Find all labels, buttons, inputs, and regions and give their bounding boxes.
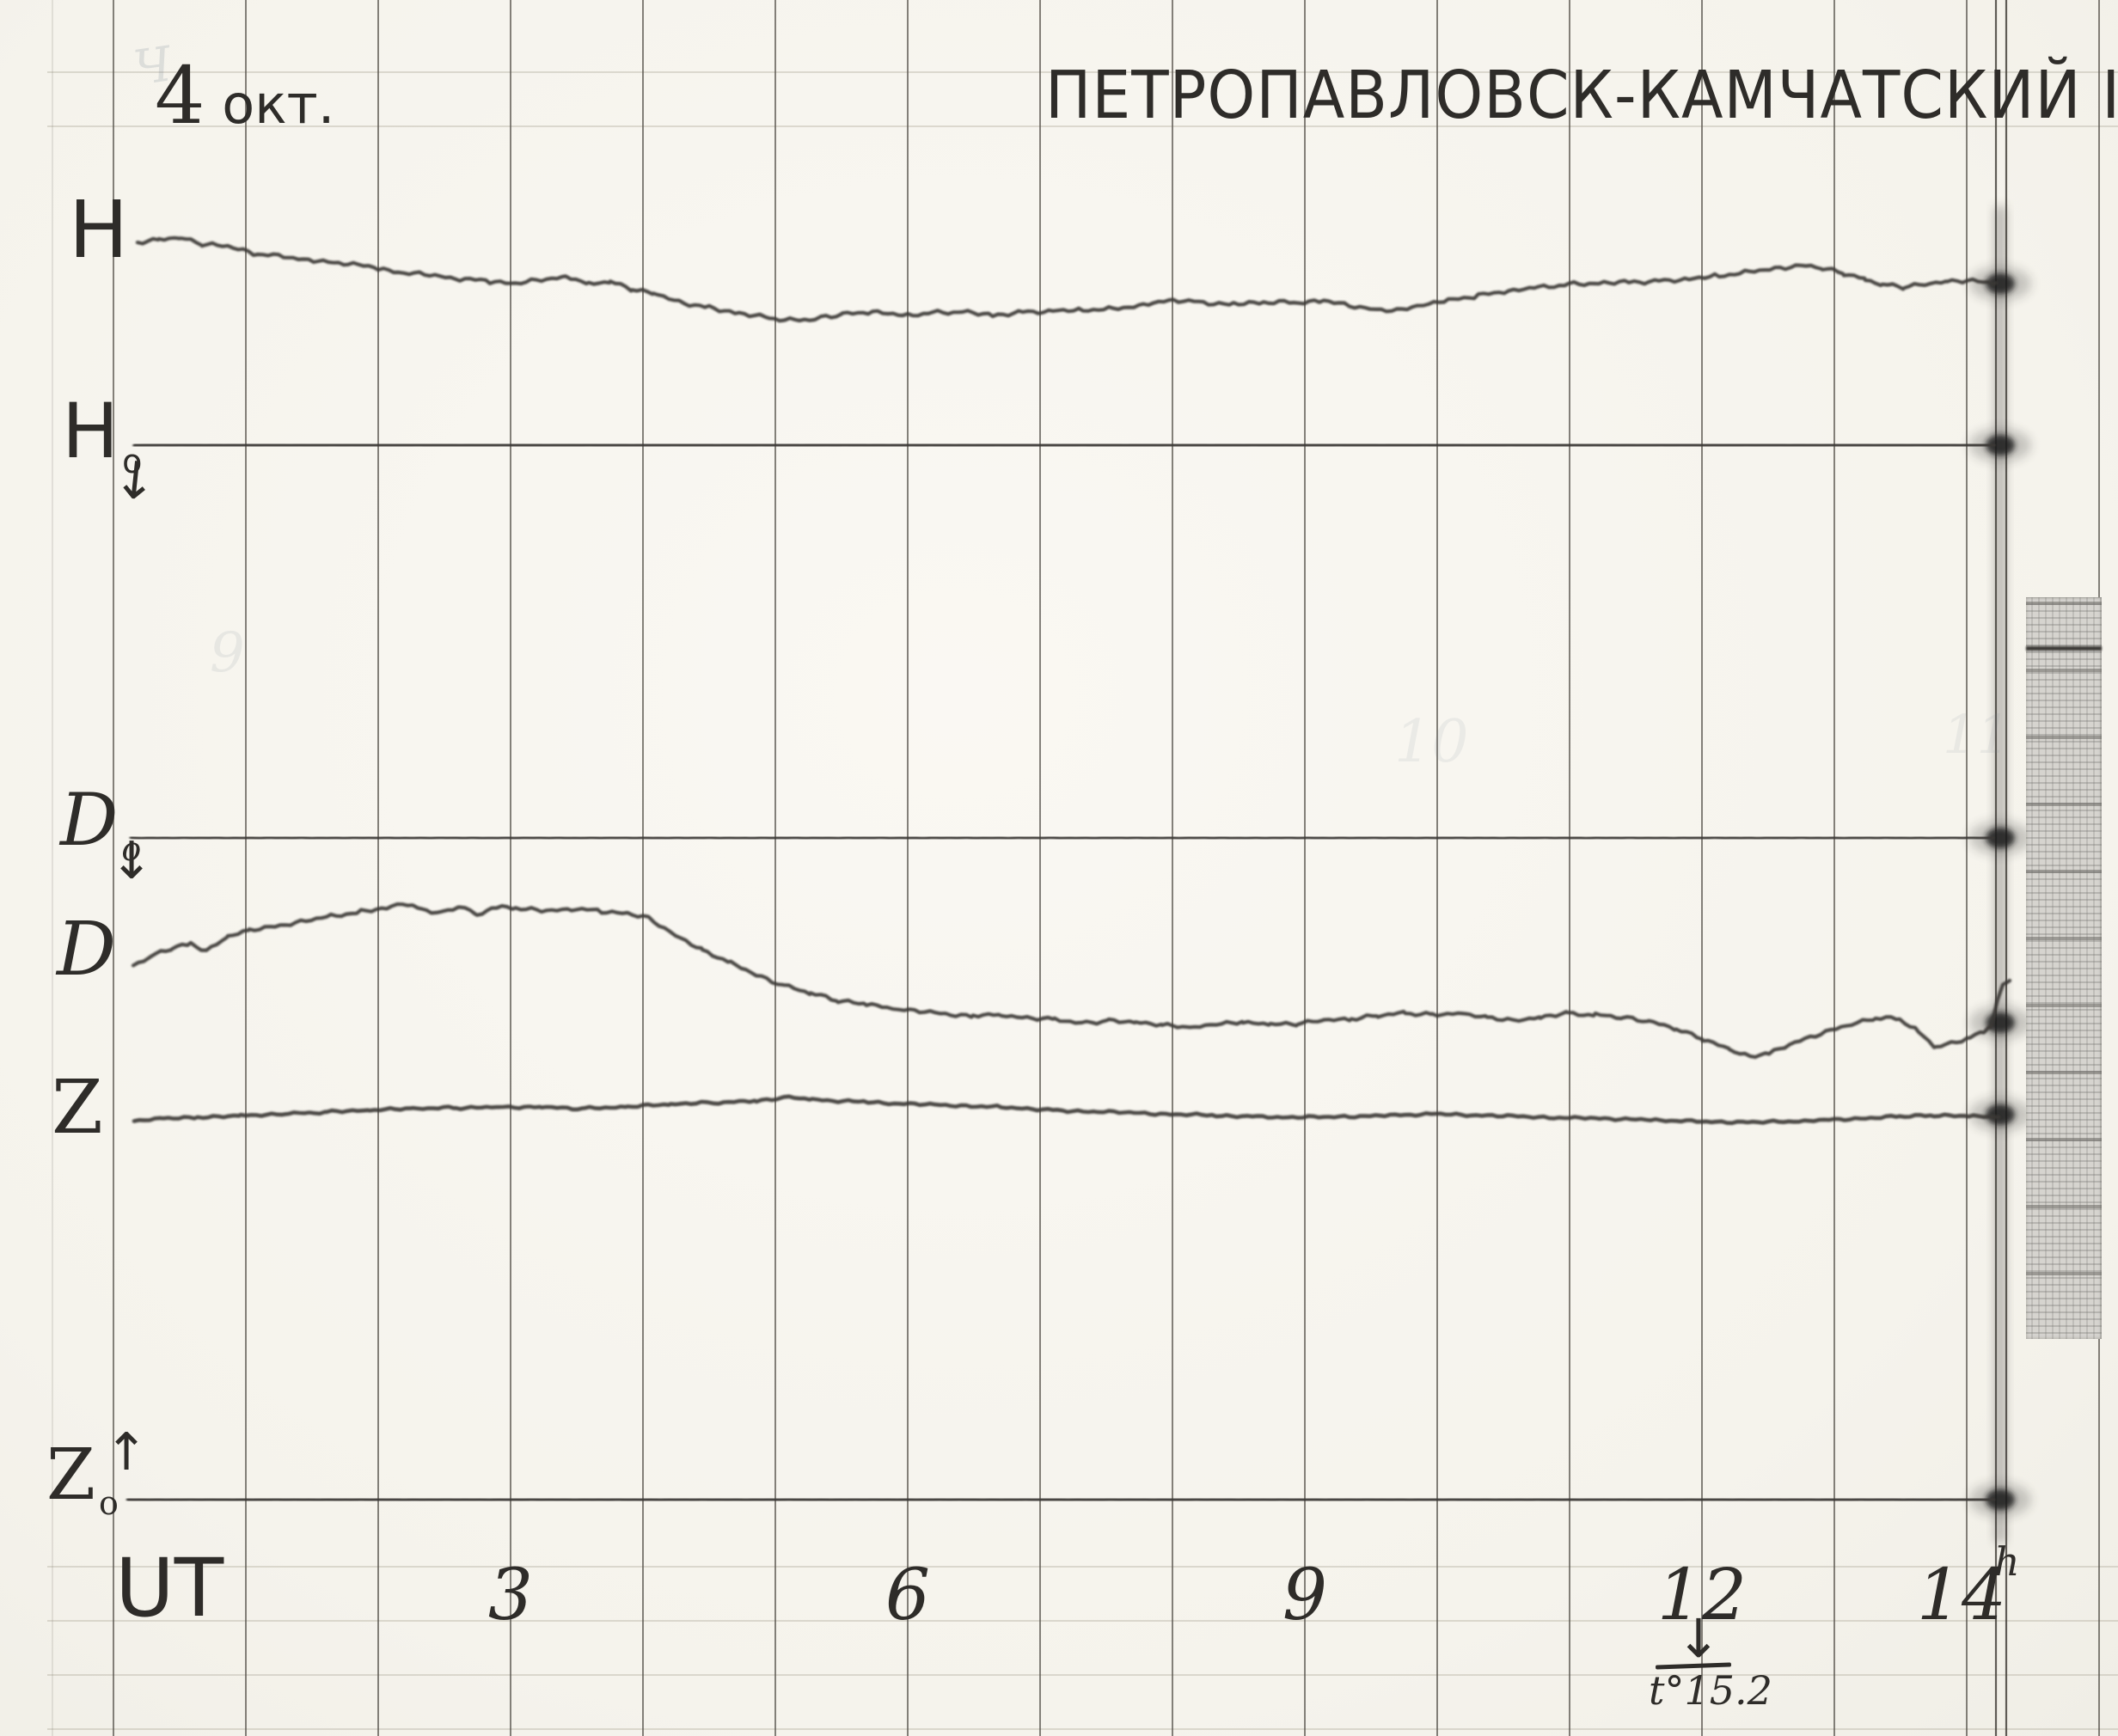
- record-end-mark: [1969, 206, 2031, 1544]
- date-day: 4: [155, 50, 205, 142]
- hour-tick-12: 12: [1656, 1555, 1748, 1636]
- trace-H0-baseline: [132, 441, 1996, 449]
- trace-D: [131, 902, 2012, 1060]
- end-blob: [1986, 435, 2015, 455]
- trace-D0-baseline: [129, 834, 1995, 841]
- trace-label-H: H: [69, 184, 129, 276]
- date-label: 4 окт.: [155, 57, 334, 136]
- ghost-mark: 11: [1943, 703, 2011, 766]
- end-blob: [1986, 273, 2015, 294]
- hour-tick-9: 9: [1282, 1555, 1328, 1636]
- baseline-shift-down-arrow-icon: ↓: [110, 831, 154, 891]
- horizontal-ruled-lines: [47, 71, 2118, 1730]
- end-blob: [1986, 828, 2015, 848]
- magnetic-traces: [125, 235, 2012, 1504]
- subscript-o: o: [122, 443, 143, 480]
- ghost-mark: 9: [210, 621, 245, 685]
- trace-label-Z: Z: [52, 1065, 103, 1151]
- time-axis-label: UT: [115, 1542, 224, 1635]
- station-title: ПЕТРОПАВЛОВСК-КАМЧАТСКИЙ I: [1045, 56, 2118, 134]
- subscript-o: o: [98, 1484, 119, 1522]
- ghost-mark: 10: [1394, 708, 1469, 776]
- graph-paper-tape-strip: [2026, 597, 2102, 1339]
- baseline-shift-up-arrow-icon: ↑: [105, 1422, 149, 1482]
- trace-label-D: D: [57, 907, 116, 993]
- hour-tick-14: 14: [1916, 1555, 2007, 1636]
- hour-tick-3: 3: [487, 1555, 534, 1636]
- hour-superscript: h: [1994, 1538, 2020, 1585]
- trace-Z: [132, 1094, 2001, 1126]
- trace-H: [135, 235, 1999, 323]
- date-month: окт.: [205, 73, 335, 136]
- end-blob: [1986, 1012, 2015, 1033]
- end-blob: [1986, 1489, 2015, 1510]
- temperature-pointer-arrow-icon: ↓: [1676, 1607, 1721, 1670]
- hour-tick-6: 6: [885, 1555, 931, 1636]
- baseline-shift-down-arrow-icon: ↓: [110, 449, 160, 514]
- trace-Z0-baseline: [125, 1495, 1996, 1504]
- ghost-mark: Ч: [130, 36, 175, 97]
- subscript-o: o: [121, 830, 142, 868]
- tape-dark-line: [2026, 646, 2102, 651]
- hour-grid-lines: [52, 0, 2100, 1736]
- end-blob: [1986, 1104, 2015, 1125]
- temperature-annotation: t°15.2: [1649, 1667, 1772, 1714]
